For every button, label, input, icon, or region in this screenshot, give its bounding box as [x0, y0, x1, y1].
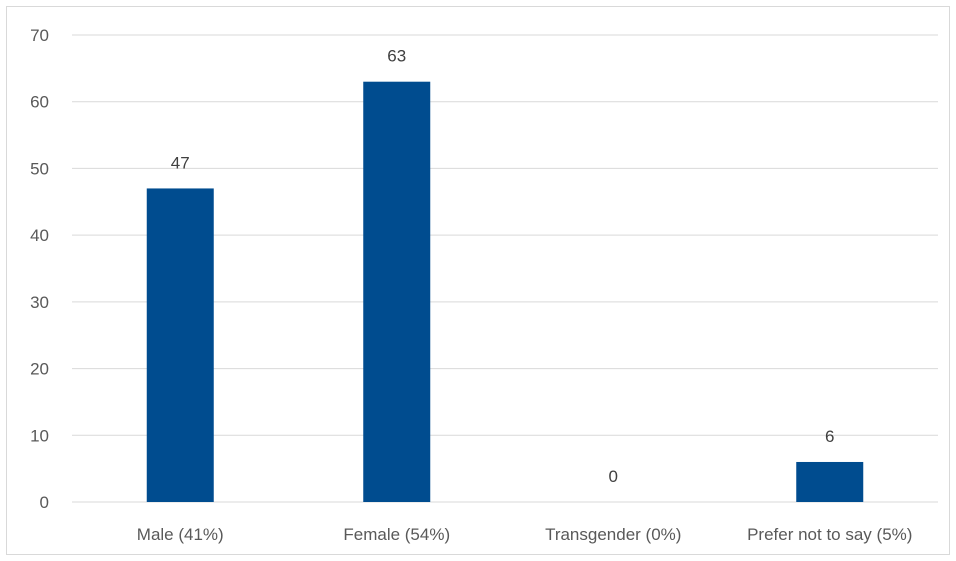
x-tick-label-3: Prefer not to say (5%): [747, 525, 912, 544]
data-label-0: 47: [171, 153, 190, 172]
x-tick-label-1: Female (54%): [343, 525, 450, 544]
y-tick-label-0: 0: [40, 493, 49, 512]
y-tick-label-70: 70: [30, 26, 49, 45]
data-labels: 47 63 0 6: [171, 47, 835, 486]
data-label-3: 6: [825, 427, 834, 446]
x-tick-label-2: Transgender (0%): [545, 525, 681, 544]
data-label-1: 63: [387, 47, 406, 66]
x-tick-label-0: Male (41%): [137, 525, 224, 544]
bars: [146, 81, 864, 502]
data-label-2: 0: [609, 467, 618, 486]
y-tick-label-50: 50: [30, 159, 49, 178]
y-tick-label-30: 30: [30, 293, 49, 312]
y-tick-label-20: 20: [30, 360, 49, 379]
y-tick-label-60: 60: [30, 93, 49, 112]
bar-1: [363, 81, 431, 502]
y-tick-label-10: 10: [30, 426, 49, 445]
y-axis-ticks: 0 10 20 30 40 50 60 70: [30, 26, 49, 512]
gridlines: [72, 34, 938, 503]
bar-3: [796, 461, 864, 502]
x-axis-ticks: Male (41%) Female (54%) Transgender (0%) Pr…: [137, 525, 913, 544]
y-tick-label-40: 40: [30, 226, 49, 245]
bar-0: [146, 188, 214, 502]
